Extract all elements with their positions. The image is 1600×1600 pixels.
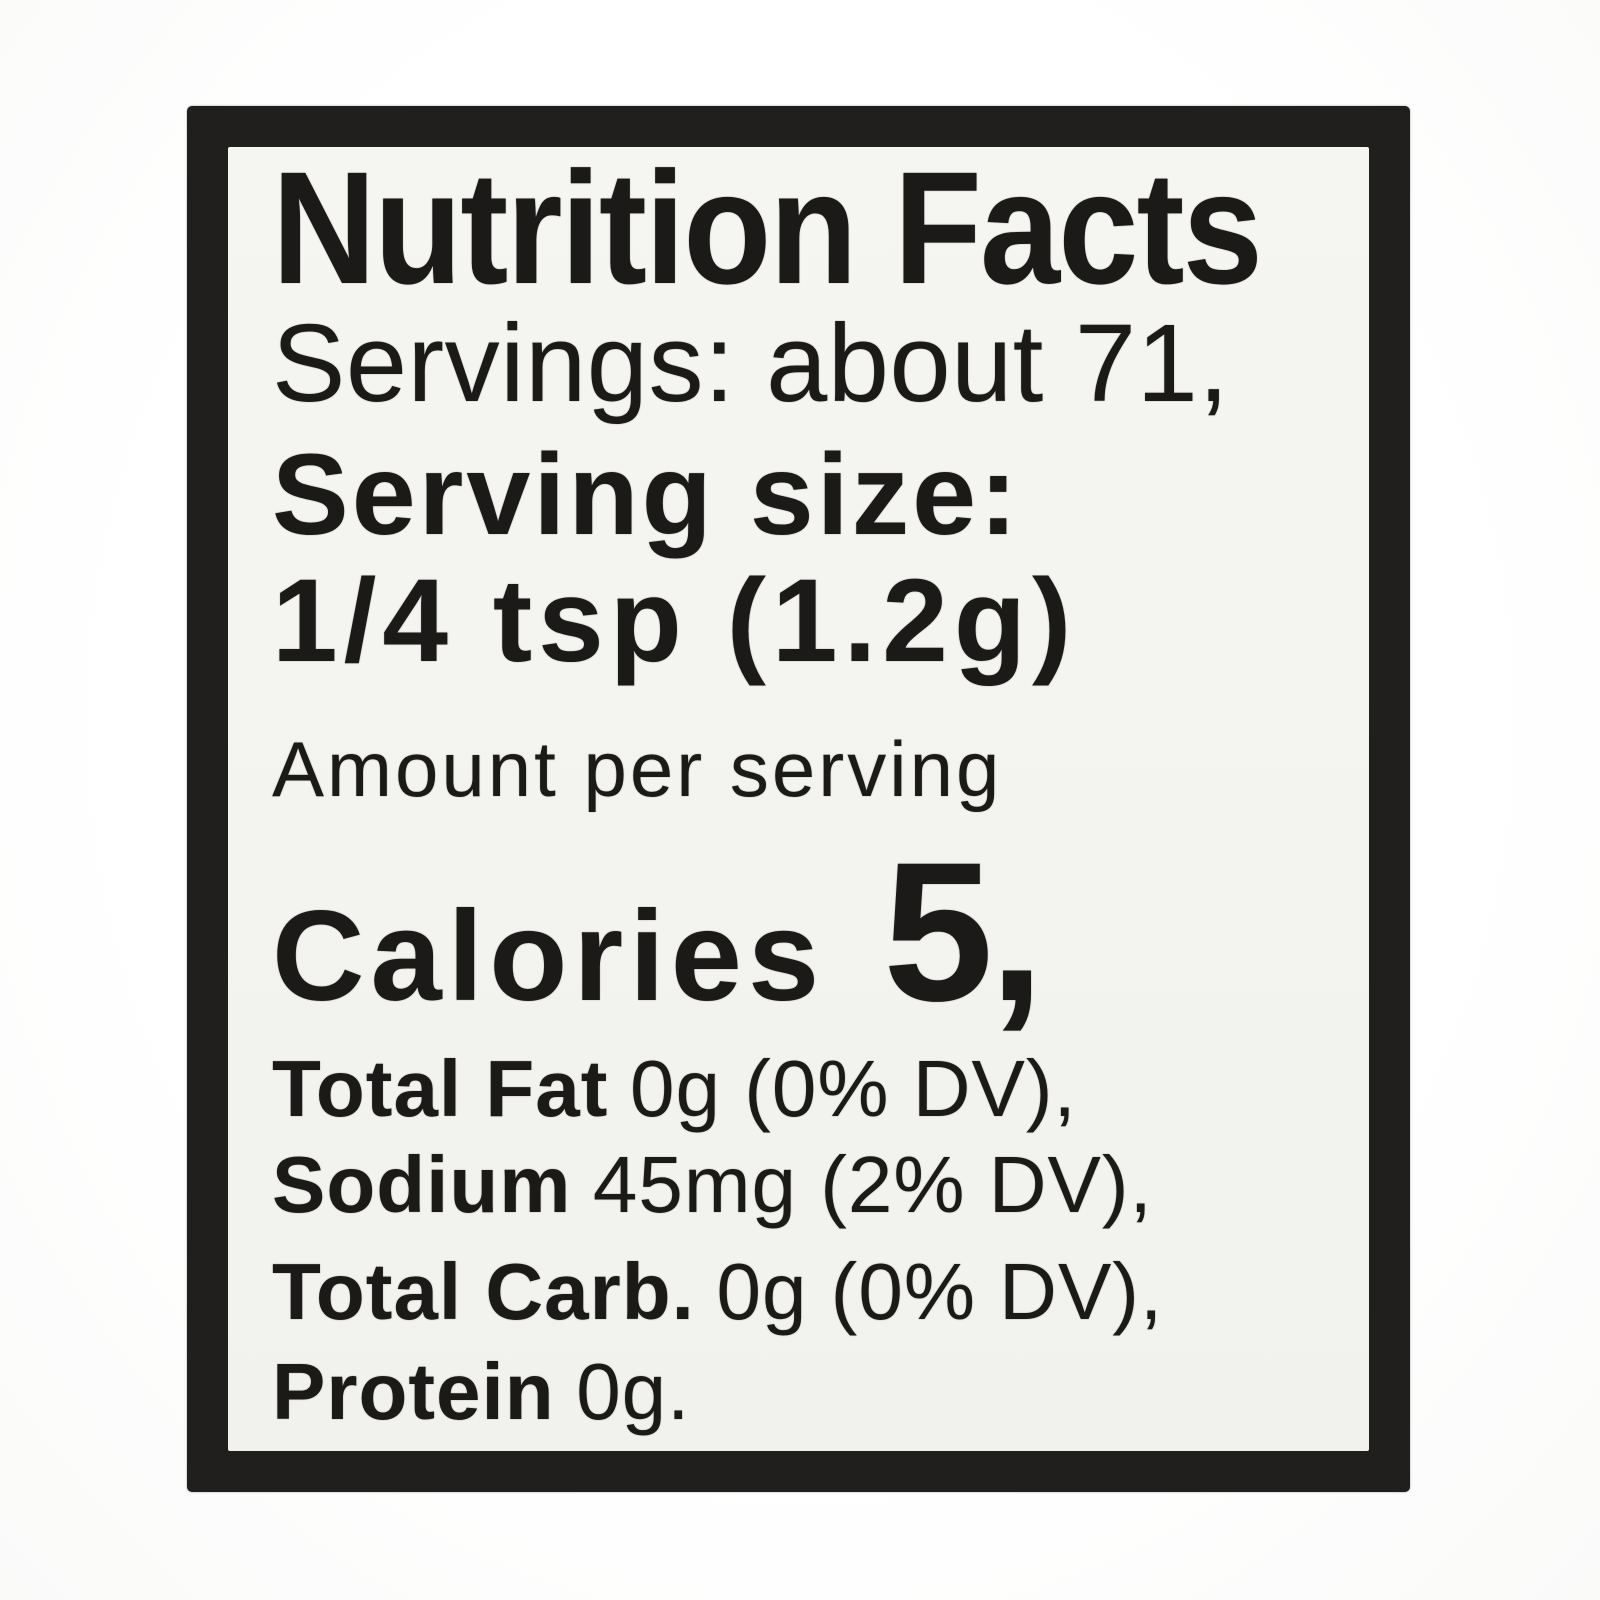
servings-line: Servings: about 71, (272, 302, 1230, 425)
nutrient-name: Protein (272, 1347, 555, 1436)
serving-size-heading: Serving size: (272, 431, 1021, 559)
calories-label: Calories (272, 885, 826, 1028)
nutrient-name: Sodium (272, 1140, 572, 1229)
nutrition-label-panel: Nutrition Facts Servings: about 71, Serv… (228, 140, 1369, 1451)
nutrient-value: 0g. (576, 1347, 691, 1436)
serving-size-value: 1/4 tsp (1.2g) (272, 555, 1078, 687)
nutrient-row-sodium: Sodium 45mg (2% DV), (272, 1141, 1153, 1229)
nutrient-row-total-carb: Total Carb. 0g (0% DV), (272, 1248, 1163, 1336)
nutrient-value: 0g (0% DV), (716, 1247, 1164, 1336)
nutrient-value: 45mg (2% DV), (592, 1140, 1153, 1229)
calories-row: Calories 5, (272, 821, 1044, 1042)
nutrient-name: Total Fat (272, 1044, 609, 1133)
nutrient-name: Total Carb. (272, 1247, 695, 1336)
nutrient-row-protein: Protein 0g. (272, 1348, 690, 1436)
nutrient-value: 0g (0% DV), (629, 1044, 1077, 1133)
amount-per-serving-line: Amount per serving (272, 725, 1003, 813)
nutrient-row-total-fat: Total Fat 0g (0% DV), (272, 1045, 1077, 1133)
nutrition-label-frame: Nutrition Facts Servings: about 71, Serv… (187, 106, 1410, 1492)
nutrition-facts-title: Nutrition Facts (272, 138, 1263, 317)
calories-value: 5, (883, 821, 1044, 1042)
